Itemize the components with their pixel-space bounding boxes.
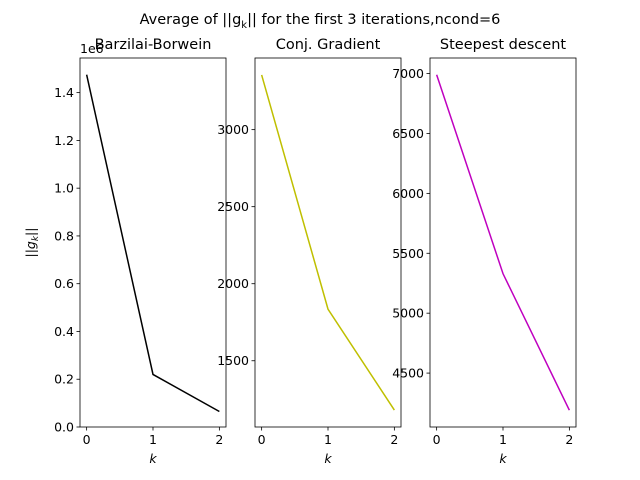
x-axis-label: k — [499, 451, 507, 466]
figure-suptitle: Average of ||gk|| for the first 3 iterat… — [140, 12, 501, 31]
subplot-title: Conj. Gradient — [276, 37, 381, 53]
y-tick-label: 0.2 — [54, 372, 74, 387]
x-tick-label: 1 — [149, 432, 157, 447]
y-tick-label: 5500 — [392, 246, 424, 261]
y-tick-label: 0.0 — [54, 420, 74, 435]
x-tick-label: 1 — [499, 432, 507, 447]
y-tick-label: 2500 — [217, 199, 249, 214]
x-tick-label: 0 — [433, 432, 441, 447]
y-tick-label: 6000 — [392, 186, 424, 201]
x-tick-label: 2 — [565, 432, 573, 447]
subplot-title: Steepest descent — [440, 37, 566, 53]
y-tick-label: 4500 — [392, 366, 424, 381]
y-tick-label: 2000 — [217, 276, 249, 291]
series-line — [85, 74, 220, 413]
series-line — [260, 74, 395, 411]
subplot-2: 0 1 2 1500 2000 2500 3000 k Conj. Gradient — [217, 37, 402, 466]
x-tick-label: 2 — [215, 432, 223, 447]
x-axis-label: k — [149, 451, 157, 466]
subplot-title: Barzilai-Borwein — [95, 37, 212, 53]
x-tick-label: 0 — [83, 432, 91, 447]
y-tick-label: 0.8 — [54, 228, 74, 243]
y-tick-label: 1500 — [217, 353, 249, 368]
x-axis-label: k — [324, 451, 332, 466]
x-tick-label: 1 — [324, 432, 332, 447]
y-tick-label: 0.4 — [54, 324, 74, 339]
y-tick-label: 1.4 — [54, 85, 74, 100]
y-tick-label: 5000 — [392, 306, 424, 321]
y-tick-label: 7000 — [392, 66, 424, 81]
x-tick-label: 0 — [258, 432, 266, 447]
x-tick-label: 2 — [390, 432, 398, 447]
y-tick-label: 0.6 — [54, 276, 74, 291]
y-tick-label: 1.0 — [54, 181, 74, 196]
subplot-1: 0 1 2 0.0 0.2 0.4 0.6 0.8 1.0 1.2 1.4 k Barzilai-Bor… — [23, 37, 227, 466]
y-tick-label: 3000 — [217, 122, 249, 137]
y-tick-label: 6500 — [392, 126, 424, 141]
series-line — [435, 74, 571, 411]
y-axis-label: ||gk|| — [23, 227, 41, 257]
subplot-3: 0 1 2 4500 5000 5500 6000 6500 7000 k Steepest des… — [392, 37, 577, 466]
y-tick-label: 1.2 — [54, 133, 74, 148]
subplots: 0 1 2 0.0 0.2 0.4 0.6 0.8 1.0 1.2 1.4 k Barzilai-Bor… — [23, 37, 577, 466]
y-offset-text: 1e6 — [80, 41, 104, 56]
